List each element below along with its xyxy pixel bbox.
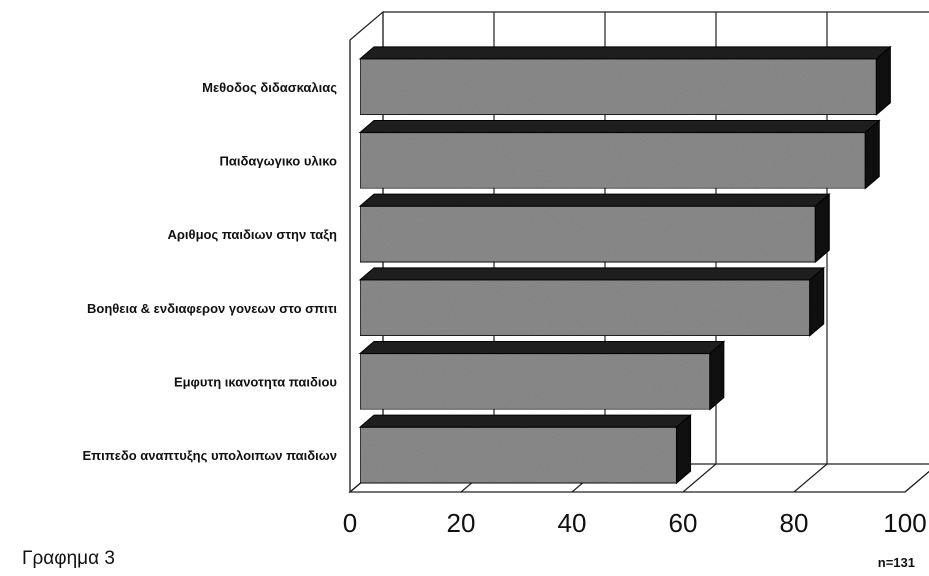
bar (358, 193, 831, 264)
floor-gridline (904, 470, 929, 493)
bar-front (359, 279, 811, 337)
category-labels: Μεθοδος διδασκαλιας Παιδαγωγικο υλικο Αριθ… (83, 80, 338, 463)
x-tick-label: 20 (447, 508, 476, 538)
category-label: Εμφυτη ικανοτητα παιδιου (174, 375, 337, 390)
bar-front (359, 426, 678, 484)
bar (358, 340, 726, 411)
bar-front (359, 352, 711, 411)
floor-gridline (682, 463, 717, 493)
bar-side (676, 414, 692, 485)
figure-caption: Γραφημα 3 (22, 548, 115, 569)
bar-side (814, 193, 830, 264)
tick-labels: 0 20 40 60 80 100 (343, 508, 927, 538)
bar-side (864, 119, 880, 190)
bar-side (875, 45, 891, 116)
x-tick-label: 60 (669, 508, 698, 538)
bar (358, 266, 826, 337)
bar-front (359, 131, 866, 190)
category-label: Μεθοδος διδασκαλιας (202, 80, 337, 95)
bar-front (359, 58, 877, 116)
bar-top (358, 267, 826, 281)
floor-gridline (793, 463, 828, 493)
bars (358, 45, 892, 485)
bar (358, 414, 692, 485)
bar-top (358, 120, 881, 133)
bar-top (358, 193, 831, 207)
sample-size-note: n=131 (877, 555, 915, 570)
category-label: Βοηθεια & ενδιαφερον γονεων στο σπιτι (87, 301, 337, 316)
bar-top (358, 46, 892, 60)
bar-side (809, 266, 825, 337)
x-tick-label: 0 (343, 508, 357, 538)
category-label: Επιπεδο αναπτυξης υπολοιπων παιδιων (83, 448, 337, 463)
bar-front (359, 205, 816, 263)
bar-top (358, 341, 726, 354)
x-tick-label: 100 (883, 508, 926, 538)
category-label: Αριθμος παιδιων στην ταξη (168, 227, 338, 242)
bar-top (358, 414, 692, 428)
bar (358, 45, 892, 116)
category-label: Παιδαγωγικο υλικο (220, 154, 338, 169)
x-tick-label: 40 (558, 508, 587, 538)
bar-side (709, 340, 725, 411)
x-tick-label: 80 (780, 508, 809, 538)
bar (358, 119, 881, 190)
